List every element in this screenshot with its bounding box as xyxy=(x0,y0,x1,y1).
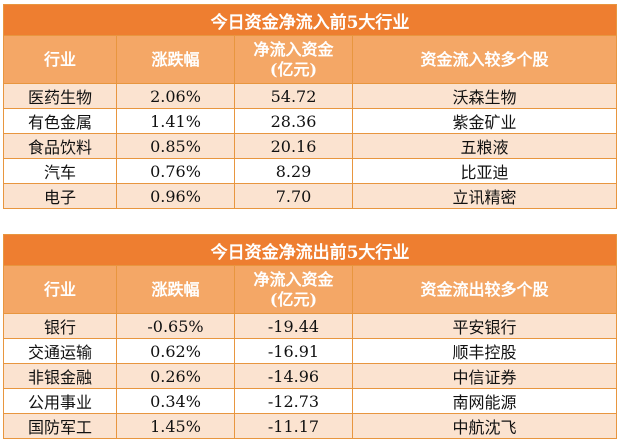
inflow-header-row: 行业 涨跌幅 净流入资金 (亿元) 资金流入较多个股 xyxy=(3,35,618,84)
stock-cell: 中信证券 xyxy=(351,363,618,389)
table-row: 非银金融 0.26% -14.96 中信证券 xyxy=(3,363,618,389)
amount-cell: -16.91 xyxy=(234,338,353,364)
change-cell: -0.65% xyxy=(116,313,235,339)
change-cell: 0.96% xyxy=(116,183,235,209)
table-row: 国防军工 1.45% -11.17 中航沈飞 xyxy=(3,413,618,439)
change-cell: 0.62% xyxy=(116,338,235,364)
stock-cell: 南网能源 xyxy=(351,388,618,414)
change-cell: 2.06% xyxy=(116,83,235,109)
industry-cell: 食品饮料 xyxy=(3,133,117,159)
header-amount: 净流入资金 (亿元) xyxy=(234,265,353,314)
header-amount-line1: 净流入资金 xyxy=(253,269,334,289)
industry-cell: 交通运输 xyxy=(3,338,117,364)
table-row: 汽车 0.76% 8.29 比亚迪 xyxy=(3,158,618,184)
industry-cell: 银行 xyxy=(3,313,117,339)
amount-cell: 54.72 xyxy=(234,83,353,109)
change-cell: 0.26% xyxy=(116,363,235,389)
stock-cell: 紫金矿业 xyxy=(351,108,618,134)
header-change: 涨跌幅 xyxy=(116,265,235,314)
outflow-title: 今日资金净流出前5大行业 xyxy=(2,234,618,266)
table-row: 食品饮料 0.85% 20.16 五粮液 xyxy=(3,133,618,159)
change-cell: 0.85% xyxy=(116,133,235,159)
header-industry: 行业 xyxy=(3,265,117,314)
amount-cell: -19.44 xyxy=(234,313,353,339)
change-cell: 1.45% xyxy=(116,413,235,439)
table-row: 医药生物 2.06% 54.72 沃森生物 xyxy=(3,83,618,109)
stock-cell: 中航沈飞 xyxy=(351,413,618,439)
stock-cell: 五粮液 xyxy=(351,133,618,159)
amount-cell: -12.73 xyxy=(234,388,353,414)
table-row: 电子 0.96% 7.70 立讯精密 xyxy=(3,183,618,209)
stock-cell: 平安银行 xyxy=(351,313,618,339)
industry-cell: 有色金属 xyxy=(3,108,117,134)
amount-cell: 8.29 xyxy=(234,158,353,184)
industry-cell: 电子 xyxy=(3,183,117,209)
table-row: 银行 -0.65% -19.44 平安银行 xyxy=(3,313,618,339)
inflow-table: 今日资金净流入前5大行业 行业 涨跌幅 净流入资金 (亿元) 资金流入较多个股 医… xyxy=(2,4,618,209)
inflow-title: 今日资金净流入前5大行业 xyxy=(2,4,618,36)
industry-cell: 非银金融 xyxy=(3,363,117,389)
table-row: 有色金属 1.41% 28.36 紫金矿业 xyxy=(3,108,618,134)
industry-cell: 汽车 xyxy=(3,158,117,184)
outflow-header-row: 行业 涨跌幅 净流入资金 (亿元) 资金流出较多个股 xyxy=(3,265,618,314)
stock-cell: 沃森生物 xyxy=(351,83,618,109)
header-change: 涨跌幅 xyxy=(116,35,235,84)
header-amount-line1: 净流入资金 xyxy=(253,39,334,59)
amount-cell: 7.70 xyxy=(234,183,353,209)
industry-cell: 医药生物 xyxy=(3,83,117,109)
header-amount-line2: (亿元) xyxy=(269,289,318,309)
change-cell: 1.41% xyxy=(116,108,235,134)
header-stock: 资金流入较多个股 xyxy=(351,35,618,84)
stock-cell: 顺丰控股 xyxy=(351,338,618,364)
amount-cell: -14.96 xyxy=(234,363,353,389)
change-cell: 0.34% xyxy=(116,388,235,414)
header-industry: 行业 xyxy=(3,35,117,84)
stock-cell: 比亚迪 xyxy=(351,158,618,184)
header-stock: 资金流出较多个股 xyxy=(351,265,618,314)
amount-cell: 20.16 xyxy=(234,133,353,159)
industry-cell: 公用事业 xyxy=(3,388,117,414)
table-row: 公用事业 0.34% -12.73 南网能源 xyxy=(3,388,618,414)
industry-cell: 国防军工 xyxy=(3,413,117,439)
outflow-table: 今日资金净流出前5大行业 行业 涨跌幅 净流入资金 (亿元) 资金流出较多个股 银… xyxy=(2,234,618,439)
amount-cell: 28.36 xyxy=(234,108,353,134)
header-amount: 净流入资金 (亿元) xyxy=(234,35,353,84)
change-cell: 0.76% xyxy=(116,158,235,184)
table-row: 交通运输 0.62% -16.91 顺丰控股 xyxy=(3,338,618,364)
stock-cell: 立讯精密 xyxy=(351,183,618,209)
amount-cell: -11.17 xyxy=(234,413,353,439)
header-amount-line2: (亿元) xyxy=(269,59,318,79)
